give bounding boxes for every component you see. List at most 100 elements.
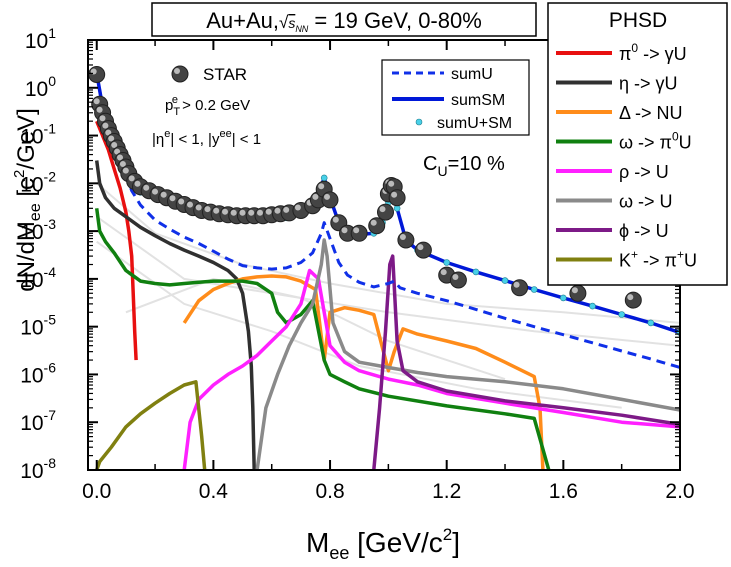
series-star-point-highlight xyxy=(169,195,176,202)
y-tick-label: 101 xyxy=(25,25,56,53)
series-sumu-sm-point xyxy=(320,174,328,182)
series-sumu-sm-point xyxy=(443,259,451,266)
legend-title: PHSD xyxy=(609,9,667,32)
series-star-point-highlight xyxy=(222,208,228,215)
series-star-point-highlight xyxy=(114,148,121,155)
x-tick-label: 1.2 xyxy=(432,480,461,503)
cu-annotation: CU=10 % xyxy=(423,153,505,179)
y-tick-label: 100 xyxy=(25,73,56,101)
legend-u-label: ρ -> U xyxy=(619,162,669,182)
eta-cut-annotation: |ηe| < 1, |yee| < 1 xyxy=(152,128,261,148)
legend-u-label: ϕ -> U xyxy=(619,221,669,241)
x-tick-label: 2.0 xyxy=(665,480,694,503)
star-annotation: STAR xyxy=(171,65,247,84)
chart-title: Au+Au,√sNN = 19 GeV, 0-80% xyxy=(206,8,482,34)
series-star-point-highlight xyxy=(213,207,220,214)
series-star-point xyxy=(88,66,106,83)
series-sumu-sm-point xyxy=(501,277,509,284)
series-star-point-highlight xyxy=(440,269,447,276)
star-label: STAR xyxy=(203,65,247,84)
series-star-point-highlight xyxy=(102,122,109,129)
series-sumu-sm-point xyxy=(618,311,626,318)
series-0u-line xyxy=(94,208,551,470)
series-star-point-highlight xyxy=(105,129,112,136)
series-star-point-highlight xyxy=(452,274,459,280)
background-curve xyxy=(96,240,622,409)
series-star-point-highlight xyxy=(111,142,118,148)
series-star-point-highlight xyxy=(152,188,158,195)
series-star-point-highlight xyxy=(93,98,100,105)
series-star-point-highlight xyxy=(117,154,123,161)
y-tick-label: 10-5 xyxy=(20,312,56,340)
series-star-point xyxy=(414,241,432,259)
series-star-point-highlight xyxy=(99,115,106,122)
y-tick-label: 10-8 xyxy=(20,455,56,483)
series-star-point-highlight xyxy=(128,175,135,182)
series-star-point xyxy=(377,203,394,221)
x-tick-label: 0.8 xyxy=(315,480,344,503)
series-star-point-highlight xyxy=(134,180,141,187)
series-sumu-sm-point xyxy=(559,294,567,302)
series-star-point xyxy=(388,189,406,207)
series-star-point-highlight xyxy=(417,244,424,251)
series-star-point xyxy=(368,217,386,235)
y-tick-label: 10-7 xyxy=(20,407,56,435)
y-tick-label: 10-6 xyxy=(20,359,56,387)
series-u-line xyxy=(94,160,256,470)
series-star-point-highlight xyxy=(318,183,325,190)
series-u-line xyxy=(255,238,680,470)
series-star-point xyxy=(397,231,415,249)
series-star-point xyxy=(350,224,368,242)
series-u-line xyxy=(372,254,680,470)
pt-cut-annotation: pTe > 0.2 GeV xyxy=(165,94,250,118)
series-star-point-highlight xyxy=(283,206,290,213)
series-star-point-highlight xyxy=(370,219,377,226)
series-0-u-line xyxy=(95,120,138,361)
sum-legend: sumU sumSM sumU+SM xyxy=(381,59,530,136)
series-star-point-highlight xyxy=(248,209,255,216)
series-sumu-sm-point xyxy=(647,319,655,327)
legend-sumu-label: sumU xyxy=(451,66,493,83)
series-star-point-highlight xyxy=(391,191,398,198)
series-star-point-highlight xyxy=(265,208,272,215)
series-k-u-line xyxy=(95,380,207,470)
series-star-point-highlight xyxy=(513,281,520,288)
series-star-point-highlight xyxy=(230,209,237,216)
series-star-point-highlight xyxy=(108,135,115,142)
series-sumu-sm-point xyxy=(472,268,480,276)
series-star-point-highlight xyxy=(257,209,263,216)
series-star-point xyxy=(569,284,587,302)
legend-k-u-label: K+ -> π+U xyxy=(619,248,697,271)
y-tick-label: 10-4 xyxy=(20,264,56,292)
series-star-point-highlight xyxy=(239,209,246,216)
series-nu-line xyxy=(182,274,545,470)
series-star-point xyxy=(624,291,642,309)
series-star-point xyxy=(321,191,339,209)
series-star-point-highlight xyxy=(204,206,211,213)
series-star-point-highlight xyxy=(388,180,395,187)
y-tick-label: 10-2 xyxy=(20,168,56,196)
y-tick-label: 10-1 xyxy=(20,121,56,149)
series-u-line xyxy=(182,268,680,470)
series-sumu-sm-point xyxy=(530,286,538,293)
series-star-point-highlight xyxy=(332,216,339,223)
legend-u-label: ω -> U xyxy=(619,192,673,212)
legend-0-u-label: π0 -> γU xyxy=(619,41,687,64)
legend-sumsm-label: sumSM xyxy=(451,92,505,109)
series-star-point-highlight xyxy=(143,184,150,191)
series-star-point-highlight xyxy=(160,191,167,198)
series-star-point-highlight xyxy=(312,193,319,200)
x-axis-title: Mee [GeV/c2] xyxy=(306,525,460,563)
series-star-point-highlight xyxy=(122,167,129,174)
chart-title-box: Au+Au,√sNN = 19 GeV, 0-80% xyxy=(151,2,537,37)
legend-sumusm-label: sumU+SM xyxy=(437,115,512,132)
series-star-point-highlight xyxy=(96,106,103,113)
series-star-point xyxy=(449,271,467,289)
x-tick-label: 1.6 xyxy=(549,480,578,503)
series-star-point-highlight xyxy=(274,207,281,214)
y-axis-title: dN/dMee [c2/GeV] xyxy=(11,108,44,292)
y-tick-label: 10-3 xyxy=(20,216,56,244)
series-star-point-highlight xyxy=(341,227,348,234)
series-star-point-highlight xyxy=(119,161,126,167)
series-star-point-highlight xyxy=(187,201,193,208)
